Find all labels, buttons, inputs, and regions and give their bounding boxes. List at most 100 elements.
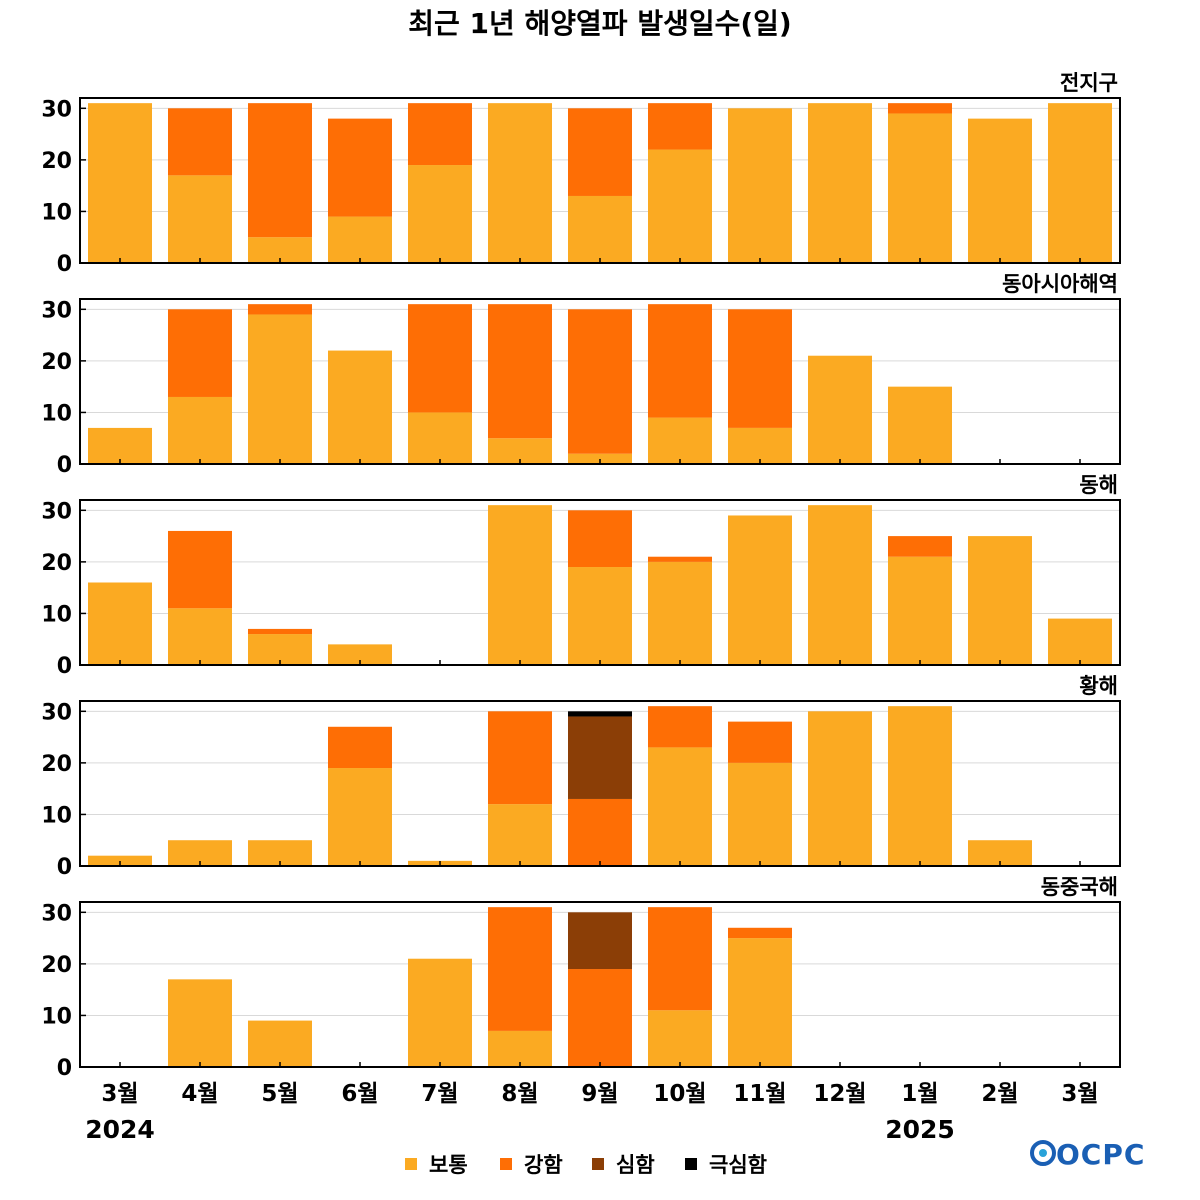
bar-2-6-s2 xyxy=(488,304,552,439)
bar-3-4-s1 xyxy=(328,644,392,665)
bar-2-9-s1 xyxy=(728,427,792,464)
bar-1-6-s1 xyxy=(488,103,552,263)
y-tick-label: 30 xyxy=(41,700,72,725)
y-tick-label: 20 xyxy=(41,551,72,576)
y-tick-label: 30 xyxy=(41,901,72,926)
bar-3-10-s1 xyxy=(808,505,872,665)
panel-label: 동해 xyxy=(1079,473,1118,497)
bar-1-8-s2 xyxy=(648,103,712,150)
year-label: 2025 xyxy=(885,1115,955,1144)
legend-swatch xyxy=(592,1158,604,1170)
bar-2-5-s1 xyxy=(408,412,472,464)
ocpc-logo-icon-dot xyxy=(1039,1149,1047,1157)
x-tick-label: 7월 xyxy=(421,1081,458,1107)
legend-label: 보통 xyxy=(429,1153,468,1177)
bar-5-2-s1 xyxy=(168,979,232,1067)
bar-5-9-s2 xyxy=(728,927,792,939)
x-tick-label: 9월 xyxy=(581,1081,618,1107)
bar-1-9-s1 xyxy=(728,108,792,263)
bar-3-7-s2 xyxy=(568,510,632,568)
x-tick-label: 2월 xyxy=(981,1081,1018,1107)
panel-3: 동해 0 10 20 30 xyxy=(41,473,1121,679)
y-tick-label: 20 xyxy=(41,752,72,777)
bar-5-6-s2 xyxy=(488,907,552,1031)
x-tick-label: 4월 xyxy=(181,1081,218,1107)
y-tick-label: 0 xyxy=(57,252,72,277)
y-tick-label: 20 xyxy=(41,953,72,978)
bar-5-6-s1 xyxy=(488,1030,552,1067)
y-tick-label: 10 xyxy=(41,803,72,828)
panel-label: 전지구 xyxy=(1060,71,1118,95)
bar-3-1-s1 xyxy=(88,582,152,665)
bar-2-8-s1 xyxy=(648,417,712,464)
bar-1-10-s1 xyxy=(808,103,872,263)
x-tick-label: 10월 xyxy=(653,1081,706,1107)
bar-4-4-s1 xyxy=(328,768,392,866)
bar-3-6-s1 xyxy=(488,505,552,665)
legend-label: 강함 xyxy=(524,1153,563,1177)
panel-label: 동아시아해역 xyxy=(1002,272,1118,296)
bar-4-7-s3 xyxy=(568,716,632,799)
bar-2-5-s2 xyxy=(408,304,472,413)
y-tick-label: 20 xyxy=(41,149,72,174)
y-tick-label: 0 xyxy=(57,453,72,478)
bar-4-7-s2 xyxy=(568,798,632,866)
bar-3-3-s1 xyxy=(248,634,312,665)
bar-5-8-s1 xyxy=(648,1010,712,1067)
y-tick-label: 30 xyxy=(41,97,72,122)
bar-1-1-s1 xyxy=(88,103,152,263)
bar-4-10-s1 xyxy=(808,711,872,866)
bar-2-3-s2 xyxy=(248,304,312,315)
bar-3-2-s1 xyxy=(168,608,232,665)
y-tick-label: 30 xyxy=(41,499,72,524)
bar-2-11-s1 xyxy=(888,386,952,464)
x-tick-label: 11월 xyxy=(733,1081,786,1107)
bar-2-8-s2 xyxy=(648,304,712,418)
bar-2-10-s1 xyxy=(808,355,872,464)
bar-2-4-s1 xyxy=(328,350,392,464)
bar-4-4-s2 xyxy=(328,726,392,769)
bar-4-8-s1 xyxy=(648,747,712,866)
ocpc-logo-icon xyxy=(1030,1140,1056,1166)
y-tick-label: 0 xyxy=(57,654,72,679)
bar-3-11-s2 xyxy=(888,536,952,557)
bar-1-7-s2 xyxy=(568,108,632,196)
bar-1-4-s2 xyxy=(328,118,392,217)
legend-swatch xyxy=(500,1158,512,1170)
y-tick-label: 20 xyxy=(41,350,72,375)
bar-1-13-s1 xyxy=(1048,103,1112,263)
bar-2-2-s2 xyxy=(168,309,232,397)
y-tick-label: 0 xyxy=(57,855,72,880)
x-tick-label: 5월 xyxy=(261,1081,298,1107)
bar-1-5-s1 xyxy=(408,165,472,263)
bar-1-4-s1 xyxy=(328,216,392,263)
panel-5: 동중국해 0 10 20 30 xyxy=(41,875,1121,1081)
bar-3-8-s1 xyxy=(648,561,712,665)
bar-4-6-s2 xyxy=(488,711,552,805)
bar-4-9-s2 xyxy=(728,721,792,763)
y-tick-label: 0 xyxy=(57,1056,72,1081)
bar-1-11-s1 xyxy=(888,113,952,263)
bar-5-7-s3 xyxy=(568,912,632,970)
y-tick-label: 10 xyxy=(41,401,72,426)
bar-1-11-s2 xyxy=(888,103,952,114)
y-tick-label: 10 xyxy=(41,1004,72,1029)
bar-1-3-s2 xyxy=(248,103,312,238)
panel-2: 동아시아해역 0 10 20 30 xyxy=(41,272,1121,478)
legend: 보통 강함 심함 극심함 xyxy=(405,1153,767,1177)
bar-5-5-s1 xyxy=(408,958,472,1067)
bar-2-9-s2 xyxy=(728,309,792,428)
bar-5-7-s2 xyxy=(568,969,632,1067)
bar-2-1-s1 xyxy=(88,427,152,464)
bar-4-8-s2 xyxy=(648,706,712,748)
y-tick-label: 30 xyxy=(41,298,72,323)
bar-3-3-s2 xyxy=(248,628,312,635)
panels: 전지구 0 10 20 30 동아시아해역 0 10 20 30 동해 0 10 20 30 황해 0 10 20 3… xyxy=(41,71,1121,1081)
bar-4-9-s1 xyxy=(728,762,792,866)
legend-swatch xyxy=(685,1158,697,1170)
x-tick-label: 8월 xyxy=(501,1081,538,1107)
bar-3-2-s2 xyxy=(168,530,232,609)
x-tick-label: 12월 xyxy=(813,1081,866,1107)
bar-1-7-s1 xyxy=(568,195,632,263)
panel-4: 황해 0 10 20 30 xyxy=(41,674,1121,880)
